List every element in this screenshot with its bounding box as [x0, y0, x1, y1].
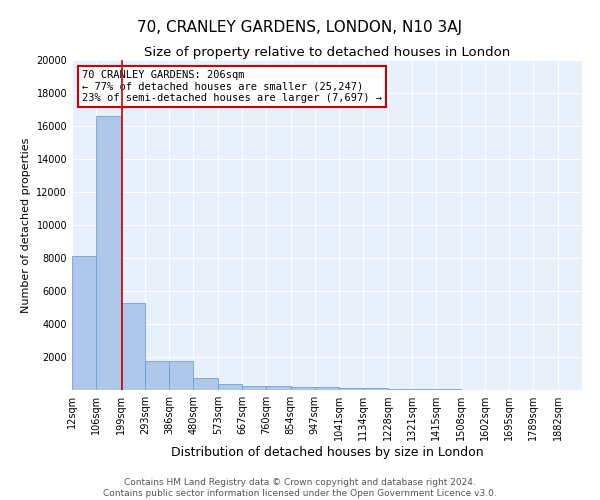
Text: Contains HM Land Registry data © Crown copyright and database right 2024.
Contai: Contains HM Land Registry data © Crown c… [103, 478, 497, 498]
Text: 70, CRANLEY GARDENS, LONDON, N10 3AJ: 70, CRANLEY GARDENS, LONDON, N10 3AJ [137, 20, 463, 35]
Bar [121, 302, 145, 390]
Bar [96, 116, 121, 390]
Bar [169, 361, 193, 390]
Bar [339, 388, 364, 390]
Text: 70 CRANLEY GARDENS: 206sqm
← 77% of detached houses are smaller (25,247)
23% of : 70 CRANLEY GARDENS: 206sqm ← 77% of deta… [82, 70, 382, 103]
Bar [266, 386, 290, 390]
Bar [290, 386, 315, 390]
Bar [72, 256, 96, 390]
Bar [218, 384, 242, 390]
Bar [193, 378, 218, 390]
Bar [388, 389, 412, 390]
X-axis label: Distribution of detached houses by size in London: Distribution of detached houses by size … [170, 446, 484, 459]
Bar [364, 388, 388, 390]
Bar [412, 389, 436, 390]
Bar [436, 389, 461, 390]
Title: Size of property relative to detached houses in London: Size of property relative to detached ho… [144, 46, 510, 59]
Bar [242, 386, 266, 390]
Bar [145, 361, 169, 390]
Bar [315, 387, 339, 390]
Y-axis label: Number of detached properties: Number of detached properties [21, 138, 31, 312]
